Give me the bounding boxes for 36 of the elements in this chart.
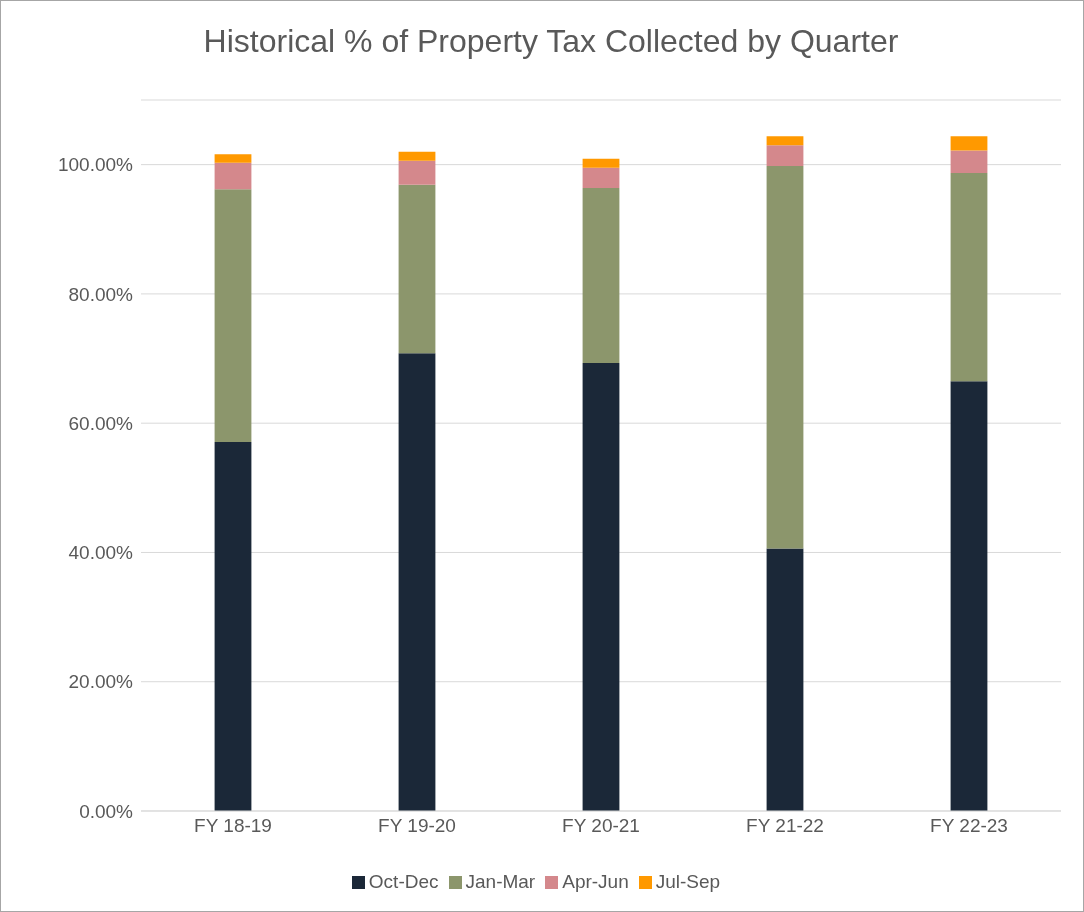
bar xyxy=(398,160,436,185)
x-tick-label: FY 21-22 xyxy=(746,815,824,837)
legend-label: Jul-Sep xyxy=(655,871,721,892)
x-tick-label: FY 19-20 xyxy=(378,815,456,837)
y-tick-label: 0.00% xyxy=(79,800,134,822)
bar xyxy=(766,165,804,549)
bar xyxy=(398,353,436,811)
bar xyxy=(950,173,988,382)
x-tick-label: FY 18-19 xyxy=(194,815,272,837)
bar xyxy=(582,158,620,168)
y-tick-label: 80.00% xyxy=(68,283,134,305)
bar xyxy=(214,189,252,442)
bar xyxy=(582,363,620,811)
y-tick-label: 20.00% xyxy=(68,671,134,693)
bar xyxy=(214,162,252,190)
y-tick-label: 60.00% xyxy=(68,412,134,434)
y-tick-label: 40.00% xyxy=(68,542,134,564)
x-tick-label: FY 20-21 xyxy=(562,815,640,837)
bar xyxy=(214,154,252,163)
bar xyxy=(214,441,252,811)
x-tick-label: FY 22-23 xyxy=(930,815,1008,837)
bar xyxy=(766,145,804,166)
chart-title: Historical % of Property Tax Collected by Quarter xyxy=(202,23,900,60)
bar xyxy=(766,136,804,146)
bar xyxy=(950,381,988,811)
bar xyxy=(950,136,988,151)
legend-label: Jan-Mar xyxy=(465,871,536,892)
bar xyxy=(398,184,436,354)
bar xyxy=(950,150,988,174)
bar xyxy=(582,167,620,188)
y-tick-label: 100.00% xyxy=(57,154,134,176)
bar xyxy=(766,548,804,811)
bar xyxy=(582,187,620,364)
legend-label: Apr-Jun xyxy=(562,871,629,892)
legend-label: Oct-Dec xyxy=(368,871,439,892)
bar xyxy=(398,151,436,161)
